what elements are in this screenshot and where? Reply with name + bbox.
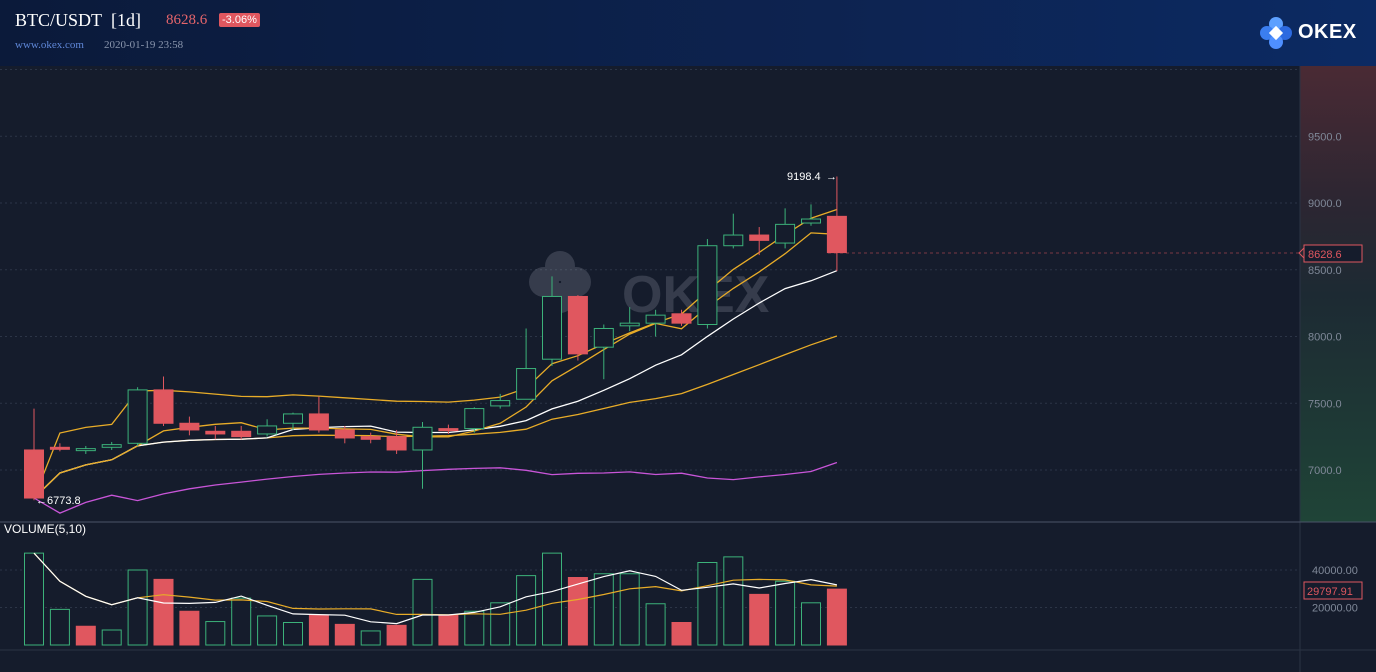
volume-bar[interactable] <box>542 552 562 646</box>
boll-lower-line <box>33 461 838 514</box>
high-label: 9198.4 <box>787 171 821 183</box>
price-tick-label: 7500.0 <box>1308 398 1342 410</box>
watermark-text: OKEX <box>622 266 770 324</box>
low-label: 6773.8 <box>47 495 81 507</box>
pair-symbol: BTC/USDT <box>15 10 103 30</box>
low-arrow-icon: ← <box>36 495 47 507</box>
last-price: 8628.6 <box>166 12 208 28</box>
volume-bar[interactable] <box>231 597 252 646</box>
volume-bar[interactable] <box>775 580 796 646</box>
volume-bar[interactable] <box>101 629 122 646</box>
candle[interactable] <box>542 276 562 366</box>
current-price-label: 8628.6 <box>1308 249 1342 261</box>
candle[interactable] <box>645 309 666 337</box>
candle[interactable] <box>283 412 303 430</box>
volume-bar[interactable] <box>179 610 200 646</box>
price-tick-label: 8500.0 <box>1308 265 1342 277</box>
price-tick-label: 9000.0 <box>1308 198 1342 210</box>
volume-bar[interactable] <box>801 602 821 646</box>
pair-title: BTC/USDT [1d] <box>15 10 141 31</box>
candle[interactable] <box>205 425 226 440</box>
low-annotation: ← 6773.8 <box>36 495 81 507</box>
candle[interactable] <box>671 309 692 326</box>
candle[interactable] <box>49 443 70 452</box>
volume-bar[interactable] <box>697 562 718 646</box>
candle[interactable] <box>723 213 744 249</box>
chart-header: BTC/USDT [1d] 8628.6 -3.06% www.okex.com… <box>0 0 1376 66</box>
volume-ma5-line <box>33 552 838 625</box>
candle[interactable] <box>801 204 821 226</box>
candle[interactable] <box>749 227 770 256</box>
candle[interactable] <box>334 425 355 444</box>
volume-tick-label: 20000.00 <box>1312 603 1358 615</box>
ma10-line <box>33 270 838 499</box>
volume-bar[interactable] <box>49 608 70 646</box>
high-annotation: 9198.4 → <box>787 171 837 183</box>
volume-bar[interactable] <box>360 630 381 646</box>
candle[interactable] <box>24 408 44 501</box>
volume-bar[interactable] <box>619 573 640 646</box>
volume-bar[interactable] <box>257 615 278 646</box>
site-link[interactable]: www.okex.com <box>15 39 84 51</box>
candle[interactable] <box>593 324 614 380</box>
candle[interactable] <box>826 176 847 272</box>
candle[interactable] <box>153 376 174 426</box>
high-arrow-icon: → <box>826 171 837 183</box>
volume-bar[interactable] <box>464 610 485 646</box>
candle[interactable] <box>257 419 278 437</box>
candle[interactable] <box>127 387 148 446</box>
volume-bar[interactable] <box>75 625 96 646</box>
interval-label: [1d] <box>111 10 142 30</box>
current-volume-marker: 29797.91 <box>1303 581 1363 600</box>
candle[interactable] <box>412 421 433 489</box>
candle[interactable] <box>308 396 329 433</box>
volume-bar[interactable] <box>671 622 692 646</box>
current-volume-label: 29797.91 <box>1307 586 1353 598</box>
candle[interactable] <box>75 445 96 454</box>
volume-bar[interactable] <box>438 614 459 646</box>
candle[interactable] <box>697 239 718 329</box>
candle[interactable] <box>775 208 796 249</box>
candle[interactable] <box>231 425 252 440</box>
price-tick-label: 8000.0 <box>1308 332 1342 344</box>
volume-bar[interactable] <box>645 603 666 646</box>
volume-tick-label: 40000.00 <box>1312 565 1358 577</box>
volume-bar[interactable] <box>490 602 511 646</box>
candle[interactable] <box>490 393 511 409</box>
volume-bar[interactable] <box>826 588 847 646</box>
okex-logo-icon <box>1260 17 1292 49</box>
candle[interactable] <box>101 441 122 450</box>
candle[interactable] <box>360 432 381 444</box>
volume-bar[interactable] <box>567 577 588 646</box>
kline-chart[interactable]: OKEX 9500.0 9000.0 8500.0 8000.0 7500.0 7000.… <box>0 66 1376 672</box>
volume-bar[interactable] <box>308 614 329 646</box>
price-tick-label: 9500.0 <box>1308 131 1342 143</box>
volume-bar[interactable] <box>127 569 148 646</box>
candle[interactable] <box>567 295 588 361</box>
volume-bar[interactable] <box>24 552 44 646</box>
volume-bar[interactable] <box>205 621 226 646</box>
volume-bar[interactable] <box>153 578 174 646</box>
volume-bar[interactable] <box>723 556 744 646</box>
candle[interactable] <box>516 328 537 400</box>
candle[interactable] <box>386 429 407 454</box>
candle[interactable] <box>464 407 485 433</box>
timestamp: 2020-01-19 23:58 <box>104 39 184 51</box>
volume-bar[interactable] <box>593 573 614 646</box>
candle[interactable] <box>438 424 459 434</box>
current-price-marker: 8628.6 <box>828 244 1363 263</box>
volume-indicator-label: VOLUME(5,10) <box>4 522 87 536</box>
volume-bar[interactable] <box>283 622 303 646</box>
price-tick-label: 7000.0 <box>1308 465 1342 477</box>
candle[interactable] <box>619 307 640 332</box>
candle[interactable] <box>179 416 200 436</box>
volume-bar[interactable] <box>386 624 407 646</box>
price-axis-background <box>1300 66 1376 522</box>
change-badge: -3.06% <box>219 13 260 27</box>
volume-bar[interactable] <box>749 593 770 646</box>
volume-bar[interactable] <box>412 578 433 646</box>
okex-logo: OKEX <box>1258 16 1368 50</box>
volume-bar[interactable] <box>334 623 355 646</box>
logo-text: OKEX <box>1298 21 1357 43</box>
